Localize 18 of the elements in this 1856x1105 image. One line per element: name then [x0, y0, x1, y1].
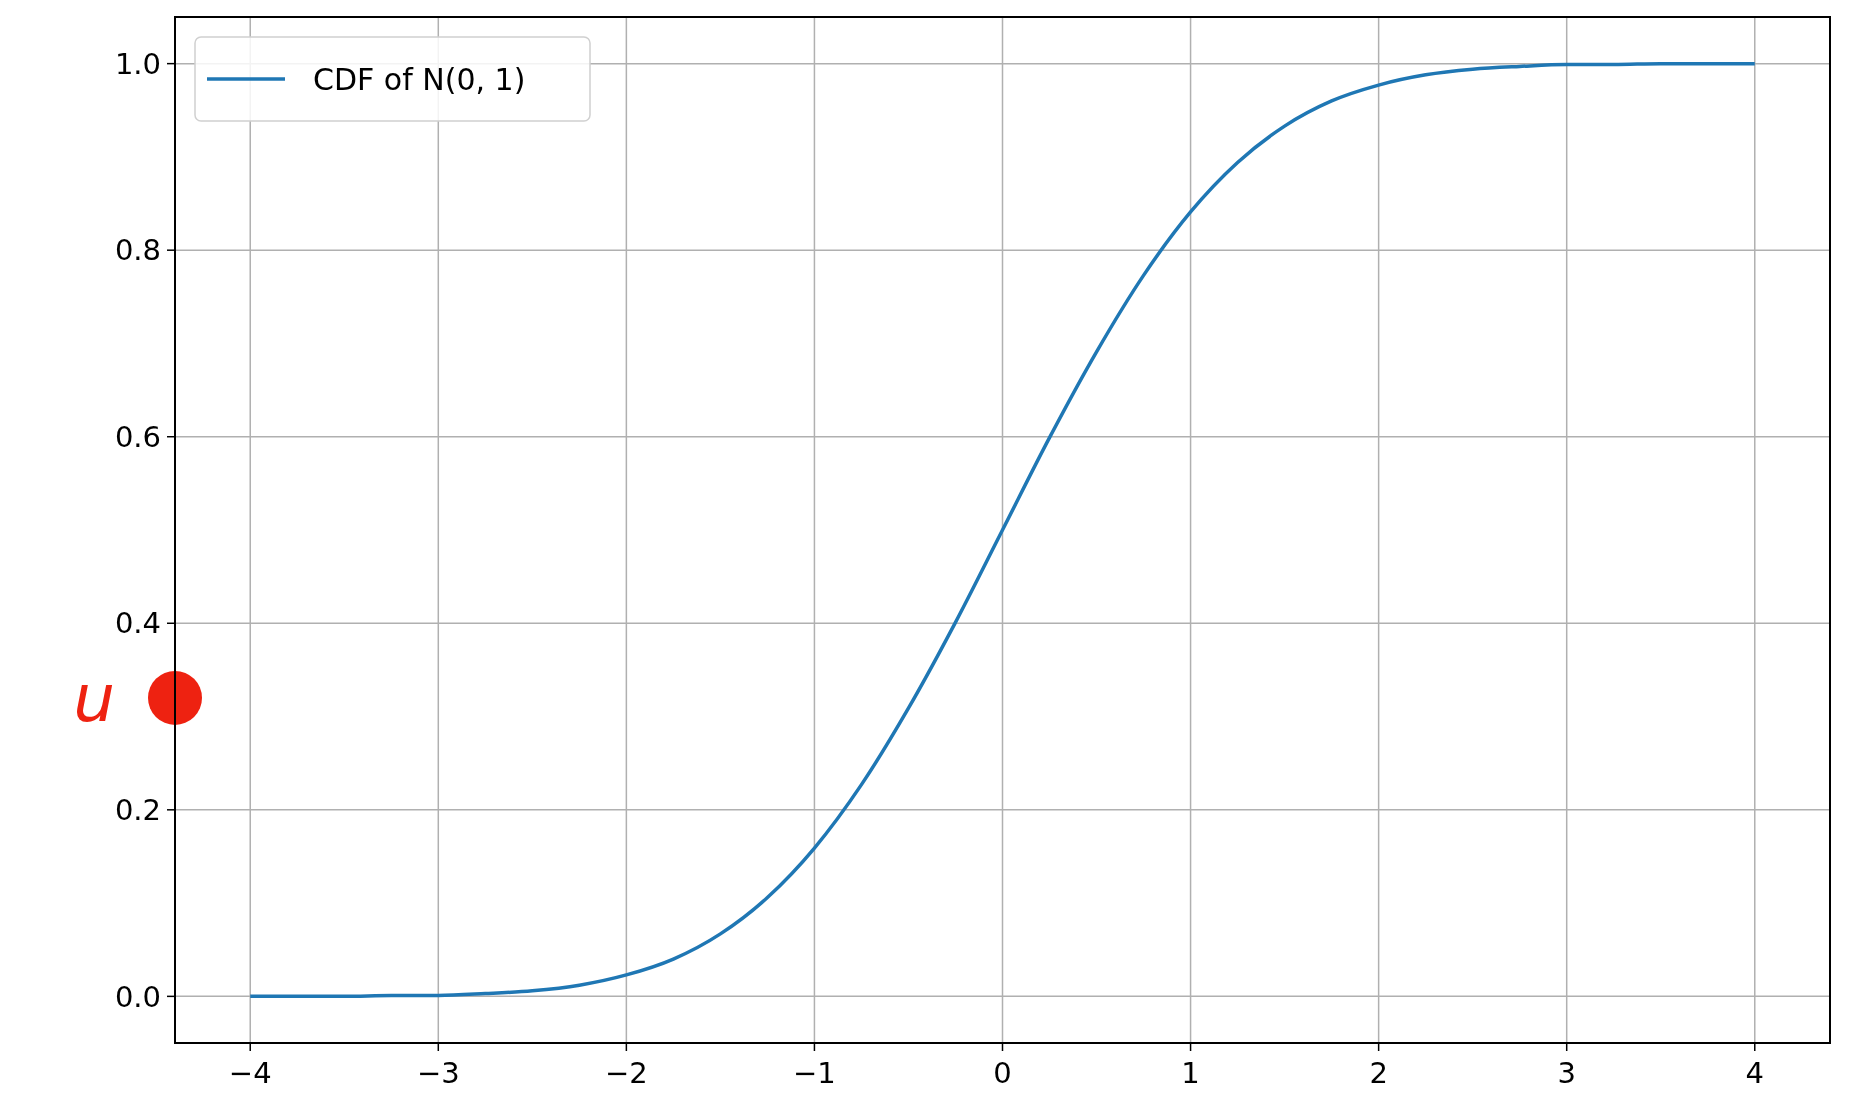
x-tick-label: 0 — [993, 1056, 1012, 1090]
annotation: u — [73, 659, 115, 737]
y-tick-label: 0.6 — [114, 419, 161, 454]
line-series — [248, 61, 1757, 999]
x-tick-label: −1 — [793, 1056, 836, 1090]
y-tick-label: 0.2 — [114, 792, 161, 827]
x-tick-label: 2 — [1369, 1056, 1388, 1090]
y-tick-label: 0.4 — [114, 606, 161, 641]
x-tick-label: −2 — [604, 1056, 648, 1090]
y-tick-label: 0.0 — [114, 979, 161, 1014]
y-tick-label: 1.0 — [114, 46, 161, 81]
legend-label: CDF of N(0, 1) — [313, 61, 526, 97]
x-tick-label: 4 — [1745, 1056, 1764, 1090]
y-tick-label: 0.8 — [114, 233, 161, 268]
x-tick-label: −3 — [416, 1056, 460, 1090]
x-tick-label: −4 — [228, 1056, 272, 1090]
x-tick-label: 1 — [1181, 1056, 1200, 1090]
x-tick-label: 3 — [1557, 1056, 1576, 1090]
